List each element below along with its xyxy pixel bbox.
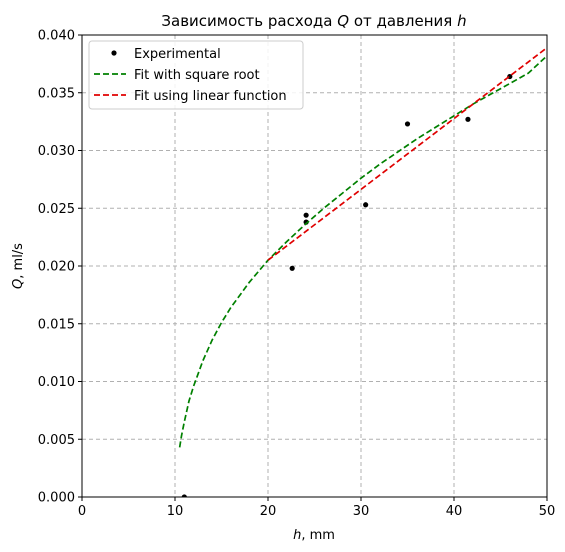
- y-tick-label: 0.005: [38, 433, 75, 448]
- y-tick-label: 0.040: [38, 29, 75, 44]
- legend-marker-experimental: [111, 50, 117, 56]
- y-tick-label: 0.020: [38, 260, 75, 275]
- legend-label-sqrt-fit: Fit with square root: [134, 68, 260, 83]
- data-point-experimental: [181, 494, 187, 497]
- x-tick-label: 50: [539, 504, 556, 519]
- data-point-experimental: [404, 121, 411, 127]
- legend-label-experimental: Experimental: [134, 47, 221, 62]
- legend: Experimental Fit with square root Fit us…: [88, 40, 304, 110]
- x-axis-label: h, mm: [293, 528, 335, 543]
- series-layer: [178, 47, 547, 497]
- data-point-experimental: [289, 265, 295, 271]
- y-tick-label: 0.035: [38, 86, 75, 101]
- x-tick-label: 0: [78, 504, 86, 519]
- y-tick-label: 0.010: [38, 375, 75, 390]
- legend-frame: [88, 40, 304, 110]
- legend-label-linear-fit: Fit using linear function: [134, 89, 287, 104]
- series-line-fit-using-linear-function: [267, 47, 547, 261]
- y-tick-label: 0.015: [38, 317, 75, 332]
- x-axis: 0 10 20 30 40 50: [78, 497, 555, 519]
- data-point-experimental: [303, 212, 309, 218]
- y-axis-label: Q, ml/s: [11, 243, 26, 289]
- y-tick-label: 0.025: [38, 202, 75, 217]
- chart-title: Зависимость расхода Q от давления h: [161, 12, 466, 30]
- x-tick-label: 20: [260, 504, 277, 519]
- x-tick-label: 30: [353, 504, 370, 519]
- y-tick-label: 0.000: [38, 491, 75, 506]
- data-point-experimental: [363, 202, 369, 208]
- x-tick-label: 40: [446, 504, 463, 519]
- plot-frame: [81, 34, 548, 498]
- data-point-experimental: [465, 116, 471, 122]
- x-tick-label: 10: [167, 504, 184, 519]
- y-tick-label: 0.030: [38, 144, 75, 159]
- y-axis: 0.000 0.005 0.010 0.015 0.020 0.025 0.030 0.035…: [38, 29, 82, 506]
